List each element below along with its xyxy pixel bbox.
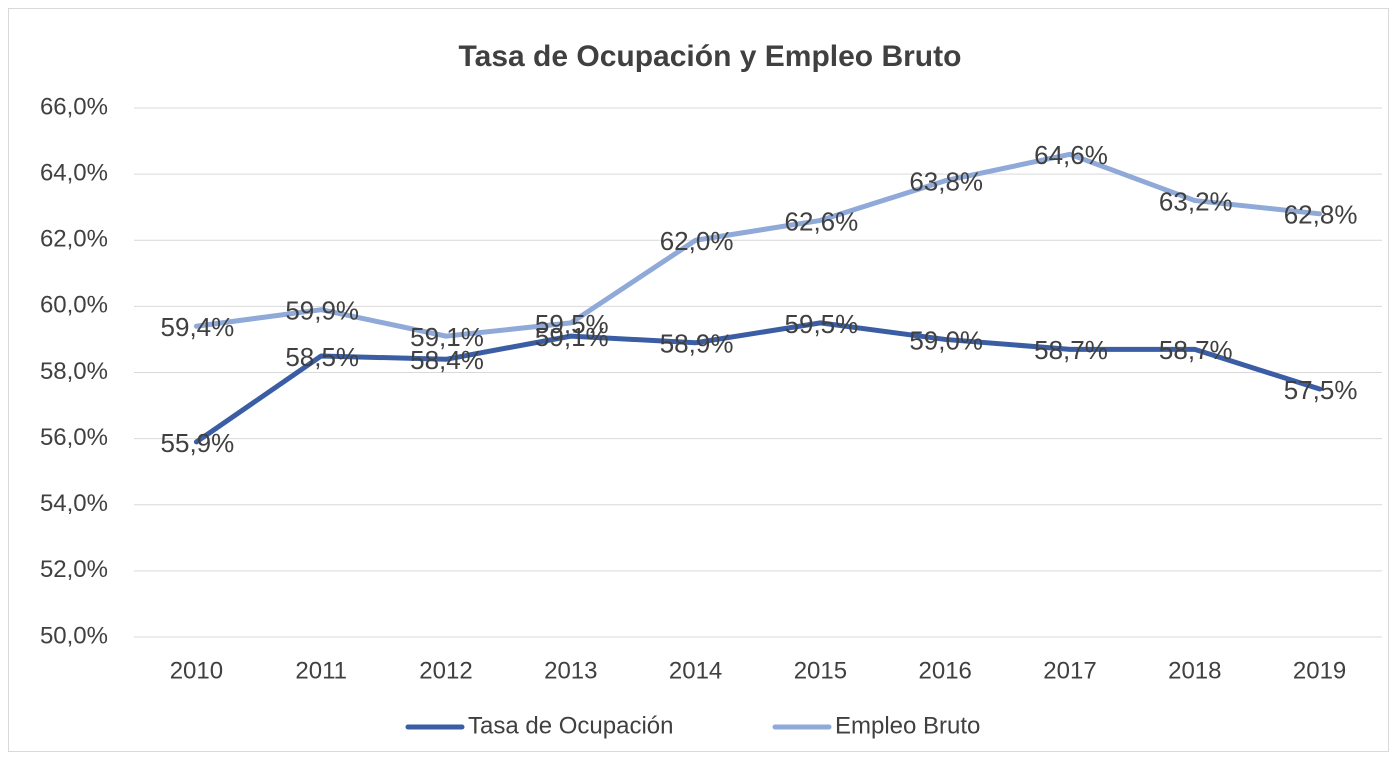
data-label: 59,4% [161, 312, 235, 342]
x-tick-label: 2017 [1043, 657, 1096, 684]
x-tick-label: 2018 [1168, 657, 1221, 684]
data-label: 59,1% [535, 322, 609, 352]
data-label: 57,5% [1284, 375, 1358, 405]
y-tick-label: 58,0% [40, 358, 108, 385]
y-tick-label: 64,0% [40, 159, 108, 186]
y-tick-label: 50,0% [40, 622, 108, 649]
data-label: 58,9% [660, 329, 734, 359]
y-tick-label: 52,0% [40, 556, 108, 583]
data-label: 55,9% [161, 428, 235, 458]
data-label: 62,6% [785, 206, 859, 236]
legend-label: Empleo Bruto [835, 712, 980, 739]
y-tick-label: 62,0% [40, 226, 108, 253]
x-tick-label: 2012 [419, 657, 472, 684]
x-tick-label: 2014 [669, 657, 722, 684]
data-label: 64,6% [1034, 140, 1108, 170]
data-label: 59,9% [285, 296, 359, 326]
y-tick-label: 56,0% [40, 424, 108, 451]
y-tick-label: 60,0% [40, 292, 108, 319]
data-label: 58,5% [285, 342, 359, 372]
data-label: 59,1% [410, 322, 484, 352]
y-tick-label: 54,0% [40, 490, 108, 517]
x-tick-label: 2010 [170, 657, 223, 684]
x-tick-label: 2019 [1293, 657, 1346, 684]
x-tick-label: 2015 [794, 657, 847, 684]
data-label: 62,0% [660, 226, 734, 256]
series-line [193, 320, 1323, 445]
x-tick-label: 2016 [919, 657, 972, 684]
data-label: 63,2% [1159, 186, 1233, 216]
y-tick-label: 66,0% [40, 93, 108, 120]
x-tick-label: 2011 [295, 657, 347, 684]
legend-label: Tasa de Ocupación [468, 712, 673, 739]
data-label: 59,5% [785, 309, 859, 339]
chart-title: Tasa de Ocupación y Empleo Bruto [459, 40, 962, 73]
data-label: 62,8% [1284, 200, 1358, 230]
series-line [193, 151, 1323, 339]
data-label: 58,4% [410, 345, 484, 375]
data-label: 58,7% [1034, 335, 1108, 365]
data-label: 59,0% [909, 325, 983, 355]
x-tick-label: 2013 [544, 657, 597, 684]
data-label: 59,5% [535, 309, 609, 339]
chart-frame [8, 8, 1389, 752]
data-label: 63,8% [909, 167, 983, 197]
data-label: 58,7% [1159, 335, 1233, 365]
